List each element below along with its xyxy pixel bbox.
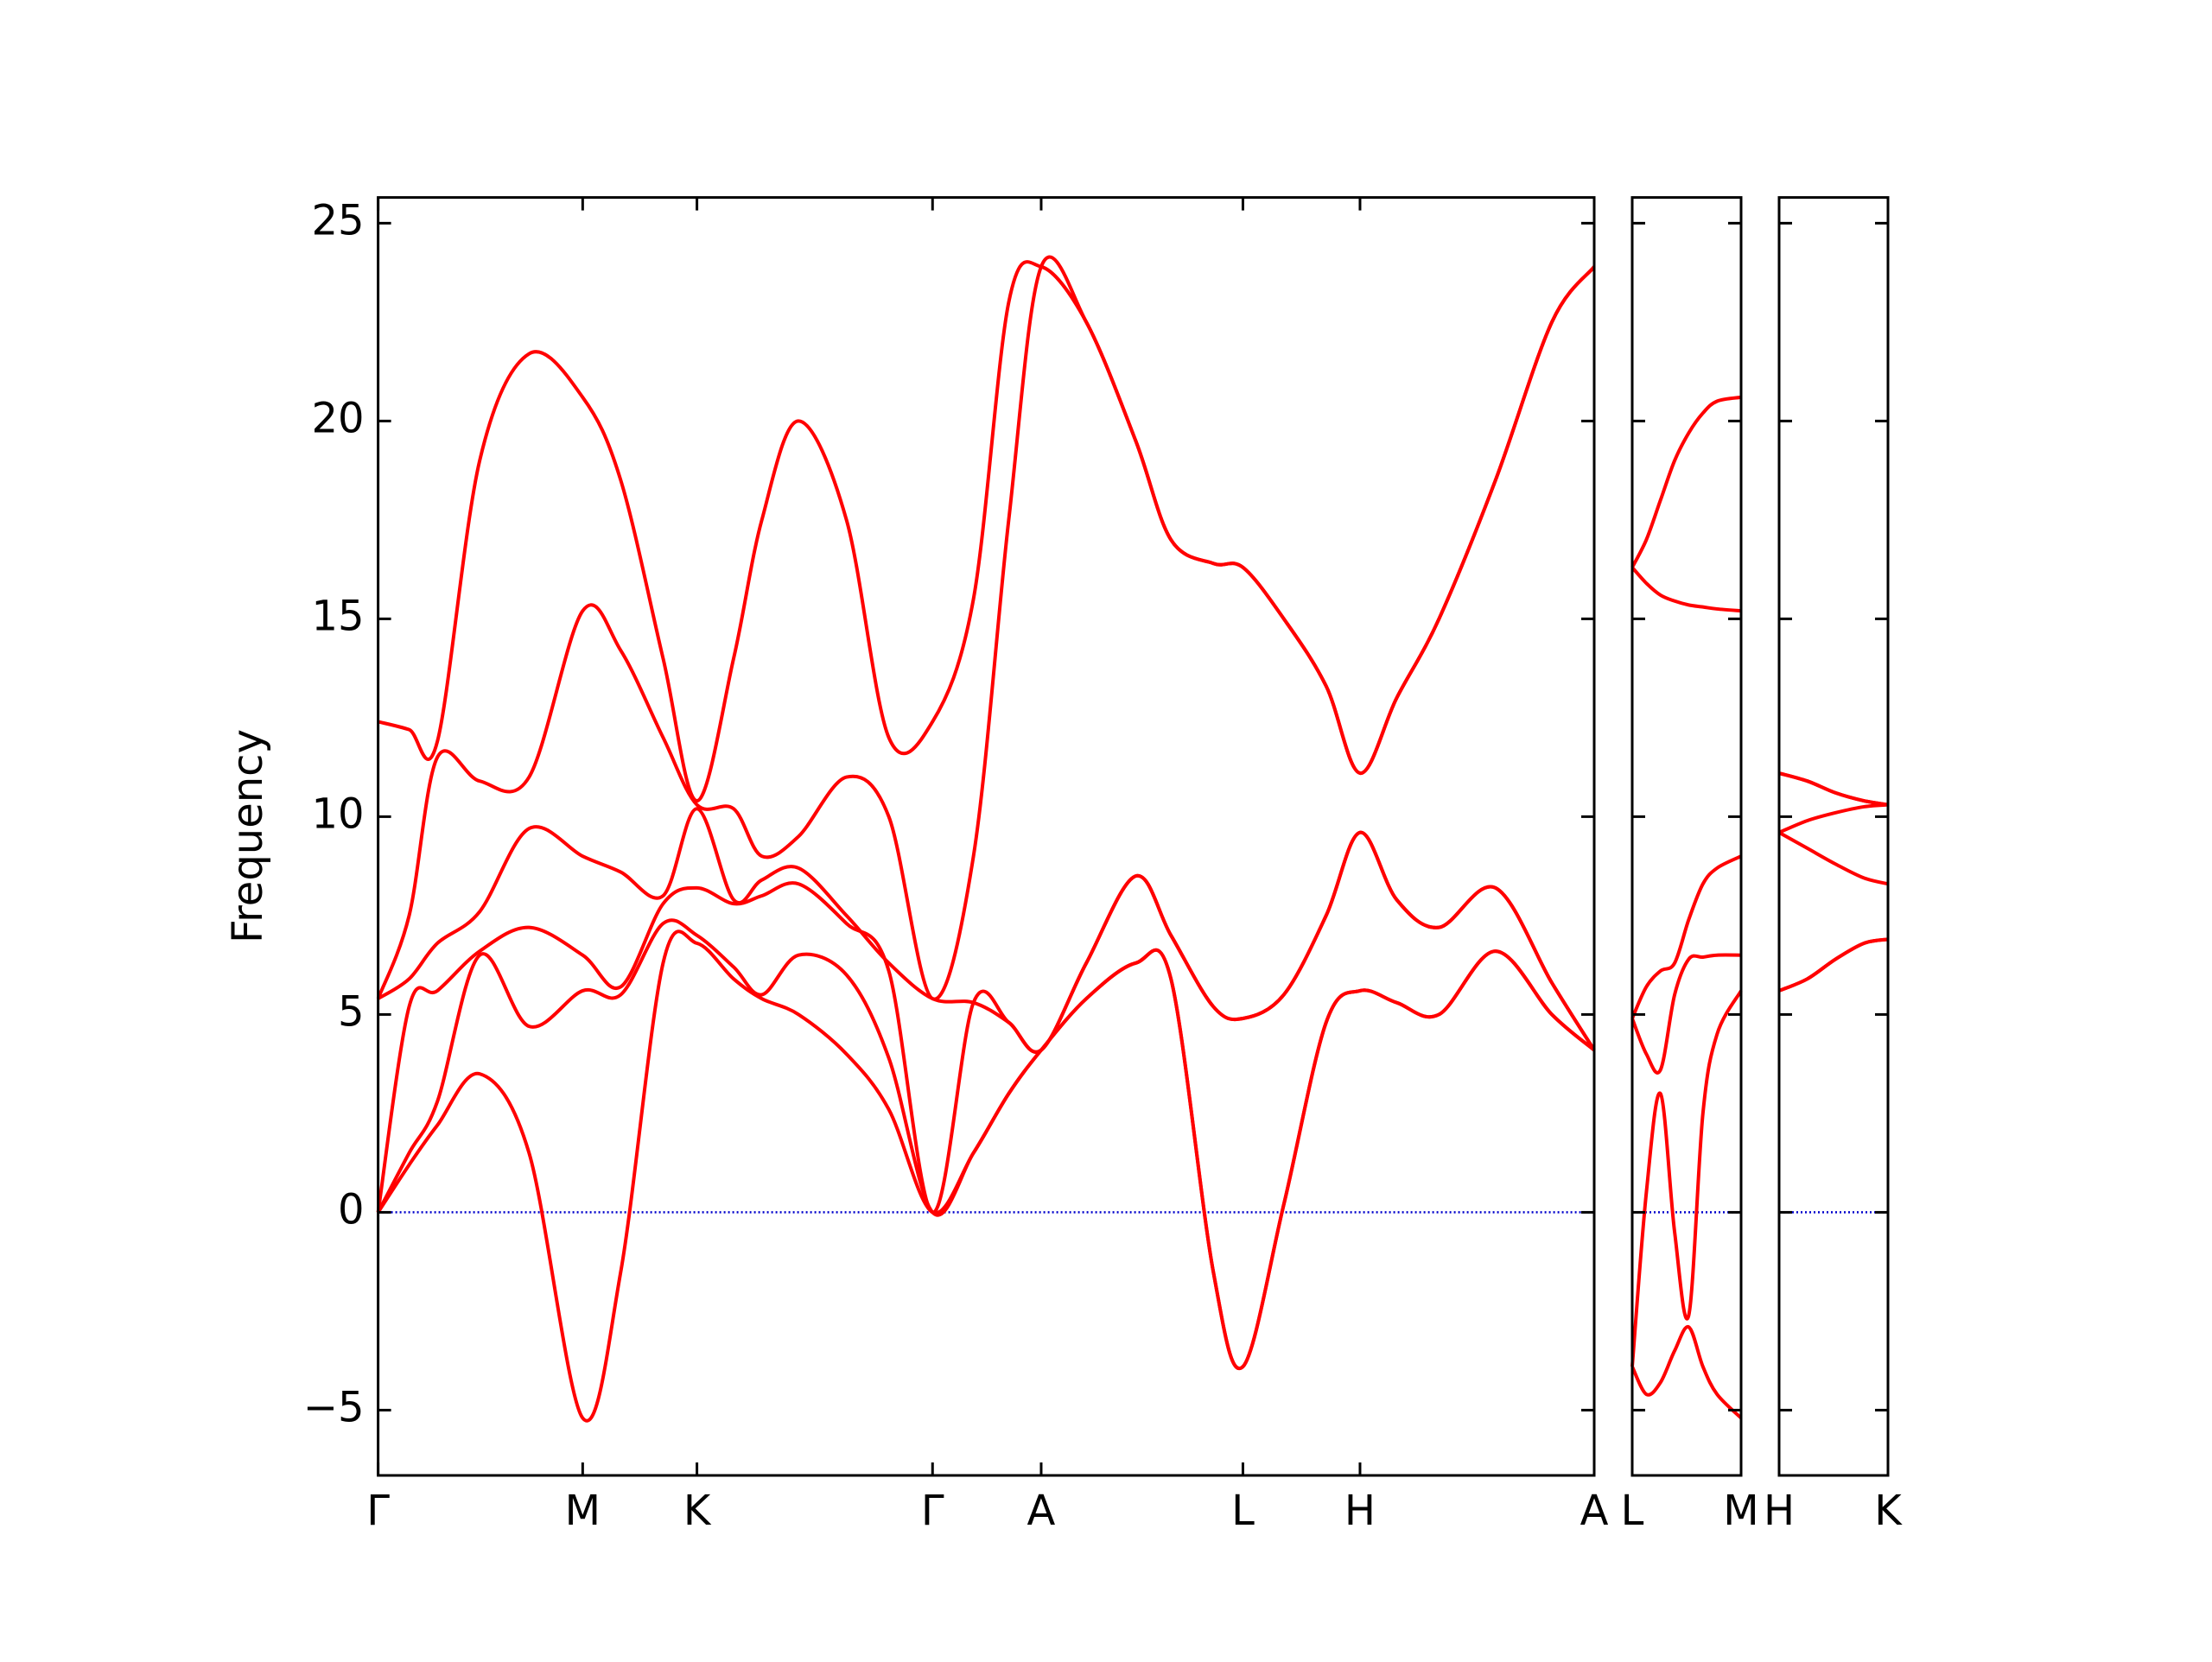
band-line — [1630, 989, 1743, 1367]
x-tick-label: H — [1344, 1487, 1376, 1535]
x-tick-label: L — [1231, 1487, 1255, 1535]
band-line — [376, 918, 1596, 1371]
y-axis-label: Frequency — [224, 729, 272, 943]
plot-frame — [1777, 196, 1890, 1477]
band-line — [1630, 566, 1742, 613]
band-line — [376, 929, 1596, 1423]
y-tick-label: 25 — [312, 196, 365, 244]
plot-frame — [1630, 196, 1743, 1477]
band-line — [377, 807, 1596, 1054]
x-tick-label: A — [1580, 1487, 1609, 1535]
x-tick-label: Γ — [366, 1487, 390, 1535]
band-line — [1630, 1325, 1743, 1420]
x-tick-label: M — [565, 1487, 601, 1535]
y-tick-label: 5 — [338, 987, 365, 1036]
band-line — [1630, 395, 1742, 568]
band-line — [1778, 802, 1889, 834]
y-tick-label: 10 — [312, 790, 365, 838]
y-tick-label: 15 — [312, 592, 365, 640]
y-tick-label: −5 — [303, 1383, 365, 1431]
x-tick-label: K — [683, 1487, 712, 1535]
band-line — [1630, 854, 1742, 1019]
band-line — [1778, 937, 1889, 993]
x-tick-label: Γ — [921, 1487, 944, 1535]
band-line — [1630, 953, 1742, 1075]
band-line — [1778, 830, 1889, 886]
x-tick-label: L — [1621, 1487, 1644, 1535]
band-line — [1778, 771, 1889, 807]
y-tick-label: 0 — [338, 1185, 365, 1234]
band-line — [378, 260, 1596, 803]
band-line — [376, 830, 1596, 1215]
x-tick-label: A — [1027, 1487, 1056, 1535]
x-tick-label: M — [1723, 1487, 1758, 1535]
x-tick-label: K — [1874, 1487, 1903, 1535]
plot-frame — [377, 196, 1596, 1477]
y-tick-label: 20 — [312, 394, 365, 442]
x-tick-label: H — [1764, 1487, 1795, 1535]
